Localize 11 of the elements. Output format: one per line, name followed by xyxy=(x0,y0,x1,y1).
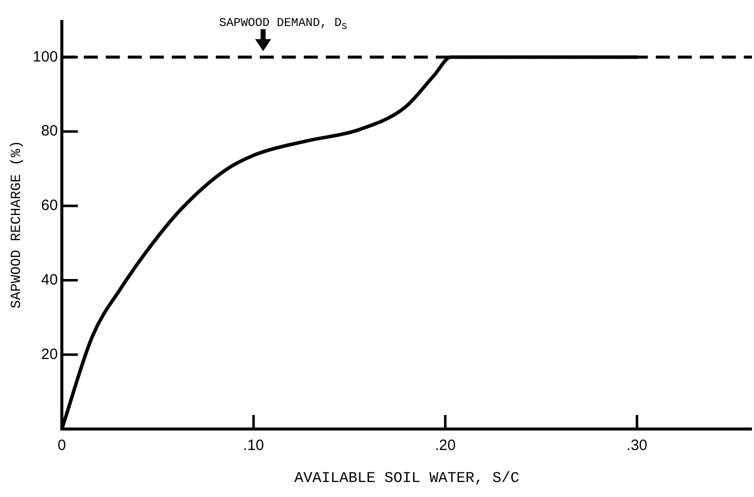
y-tick-label: 100 xyxy=(32,48,58,66)
y-tick-label: 60 xyxy=(41,197,58,214)
x-tick-label: .20 xyxy=(434,437,456,454)
y-axis-title: SAPWOOD RECHARGE (%) xyxy=(9,140,26,309)
y-tick-label: 80 xyxy=(41,122,58,140)
x-tick-label: 0 xyxy=(58,437,66,454)
x-tick-label: .10 xyxy=(243,437,264,454)
x-axis-title: AVAILABLE SOIL WATER, S/C xyxy=(294,470,520,487)
y-tick-label: 20 xyxy=(41,346,58,363)
x-tick-label: .30 xyxy=(626,437,648,454)
y-tick-label: 40 xyxy=(41,271,58,288)
